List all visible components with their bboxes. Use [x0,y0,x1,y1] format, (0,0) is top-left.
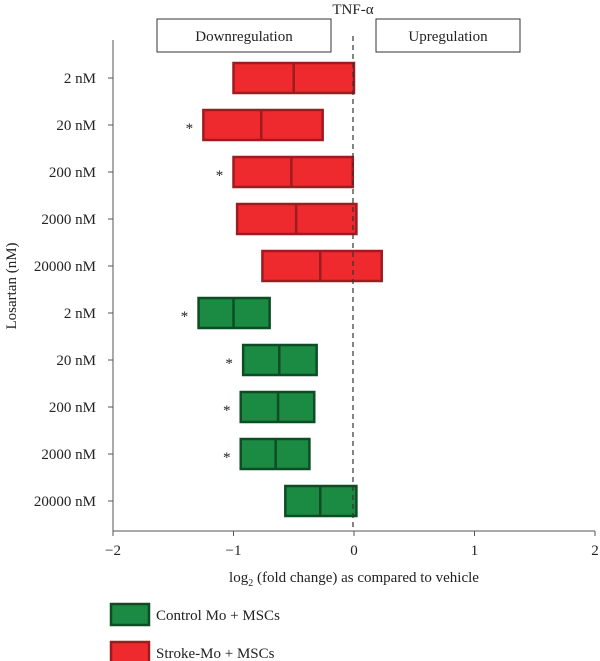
y-tick-labels: 2 nM 20 nM 200 nM 2000 nM 20000 nM 2 nM 20 nM 2… [34,71,113,510]
y-tick-label: 2 nM [64,71,96,87]
significance-asterisk: * [181,309,189,325]
header-upregulation: Upregulation [375,18,521,53]
bar-control-row-9: * [223,437,311,471]
significance-asterisk: * [186,121,194,137]
y-axis-label: Losartan (nM) [4,242,20,329]
y-tick-label: 20 nM [56,118,96,134]
y-tick-label: 20000 nM [34,259,96,275]
bar-stroke-row-5 [261,249,383,283]
x-tick-label: 0 [350,543,358,559]
significance-asterisk: * [225,356,233,372]
bar-stroke-row-2: * [186,108,324,142]
downregulation-label: Downregulation [195,29,293,45]
x-axis-label: log2 (fold change) as compared to vehicl… [229,570,479,589]
legend-label: Control Mo + MSCs [156,608,280,624]
x-tick-label: −1 [226,543,242,559]
legend: Control Mo + MSCs Stroke-Mo + MSCs [109,602,280,661]
legend-item-stroke: Stroke-Mo + MSCs [109,640,275,661]
bar-control-row-10 [284,484,358,518]
bar-control-row-8: * [223,390,316,424]
legend-item-control: Control Mo + MSCs [109,602,280,627]
header-downregulation: Downregulation [156,18,332,53]
y-tick-label: 200 nM [49,165,96,181]
plot-area: * * * * * * [181,61,383,518]
x-tick-labels: −2 −1 0 1 2 [105,531,599,559]
bar-box [261,249,383,283]
x-tick-label: −2 [105,543,121,559]
y-tick-label: 200 nM [49,400,96,416]
x-axis-label-log: log [229,570,249,586]
significance-asterisk: * [223,450,231,466]
bar-stroke-row-1 [232,61,356,95]
bar-box [202,108,324,142]
significance-asterisk: * [223,403,231,419]
y-tick-label: 20000 nM [34,494,96,510]
y-tick-label: 2000 nM [41,212,96,228]
x-tick-label: 2 [591,543,599,559]
chart-title: TNF-α [332,2,373,18]
bar-stroke-row-3: * [216,155,355,189]
bar-control-row-6: * [181,296,271,330]
legend-swatch [109,640,151,661]
x-axis-label-subscript: 2 [248,578,253,589]
x-axis-label-rest: (fold change) as compared to vehicle [253,570,479,586]
bar-stroke-row-4 [235,202,358,236]
y-tick-label: 2000 nM [41,447,96,463]
upregulation-label: Upregulation [408,29,488,45]
legend-label: Stroke-Mo + MSCs [156,646,275,661]
bar-box [232,155,355,189]
y-tick-label: 2 nM [64,306,96,322]
x-tick-label: 1 [471,543,479,559]
y-tick-label: 20 nM [56,353,96,369]
significance-asterisk: * [216,168,224,184]
legend-swatch [109,602,151,627]
bar-control-row-7: * [225,343,318,377]
